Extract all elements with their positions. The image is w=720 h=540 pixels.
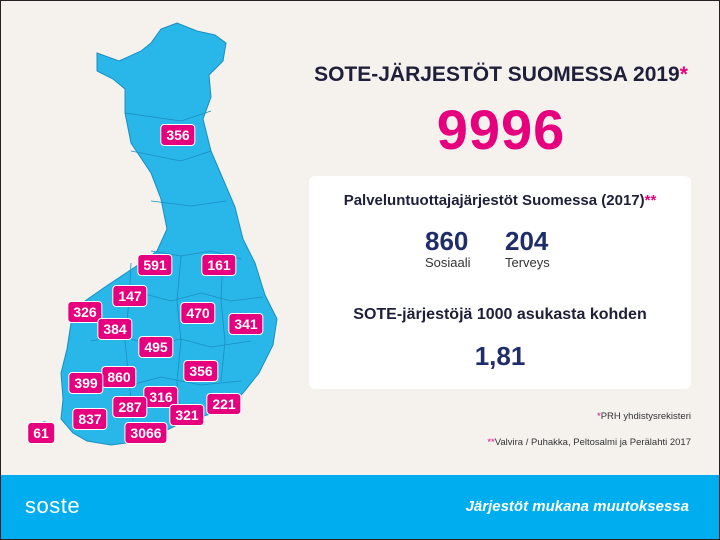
- source-note-1: *PRH yhdistysrekisteri: [597, 411, 691, 422]
- source-note-text: PRH yhdistysrekisteri: [600, 411, 691, 422]
- footnote-marker: **: [487, 437, 495, 448]
- card-subtitle: SOTE-järjestöjä 1000 asukasta kohden: [353, 306, 647, 323]
- stat-social: 860 Sosiaali: [425, 226, 471, 270]
- map-badge: 356: [160, 124, 196, 146]
- map-badge: 287: [112, 396, 148, 418]
- source-note-2: **Valvira / Puhakka, Peltosalmi ja Peräl…: [487, 437, 691, 448]
- map-badge: 860: [101, 366, 137, 388]
- map-badge: 61: [27, 422, 55, 444]
- map-badge: 326: [67, 301, 103, 323]
- map-badge: 399: [68, 372, 104, 394]
- map-badge: 356: [183, 360, 219, 382]
- page-title-text: SOTE-JÄRJESTÖT SUOMESSA 2019: [314, 63, 680, 86]
- map-badge: 341: [228, 313, 264, 335]
- stat-value: 204: [505, 226, 549, 256]
- map-badge: 837: [72, 408, 108, 430]
- page-title: SOTE-JÄRJESTÖT SUOMESSA 2019*: [301, 63, 701, 87]
- map-badge: 495: [138, 336, 174, 358]
- map-badge: 161: [201, 254, 237, 276]
- footnote-marker: *: [597, 411, 601, 422]
- stat-label: Terveys: [505, 255, 550, 270]
- stat-value: 860: [425, 226, 469, 256]
- stat-health: 204 Terveys: [505, 226, 550, 270]
- ratio-value: 1,81: [474, 341, 526, 371]
- stat-label: Sosiaali: [425, 255, 471, 270]
- map-badge: 147: [112, 285, 148, 307]
- soste-logo: soste: [25, 493, 81, 518]
- stats-card: Palveluntuottajajärjestöt Suomessa (2017…: [309, 176, 691, 389]
- map-badge: 591: [137, 254, 173, 276]
- map-badge: 321: [169, 404, 205, 426]
- card-title-text: Palveluntuottajajärjestöt Suomessa (2017…: [343, 192, 645, 209]
- footnote-marker: *: [679, 63, 688, 86]
- footer-bar: soste Järjestöt mukana muutoksessa: [1, 475, 719, 539]
- map-badge: 470: [180, 302, 216, 324]
- footer-slogan: Järjestöt mukana muutoksessa: [465, 498, 689, 515]
- card-title: Palveluntuottajajärjestöt Suomessa (2017…: [309, 192, 691, 209]
- map-badge: 3066: [124, 422, 168, 444]
- footnote-marker: **: [644, 192, 657, 209]
- source-note-text: Valvira / Puhakka, Peltosalmi ja Perälah…: [494, 437, 691, 448]
- total-count: 9996: [436, 98, 566, 161]
- map-badge: 221: [206, 393, 242, 415]
- map-badge: 384: [97, 318, 133, 340]
